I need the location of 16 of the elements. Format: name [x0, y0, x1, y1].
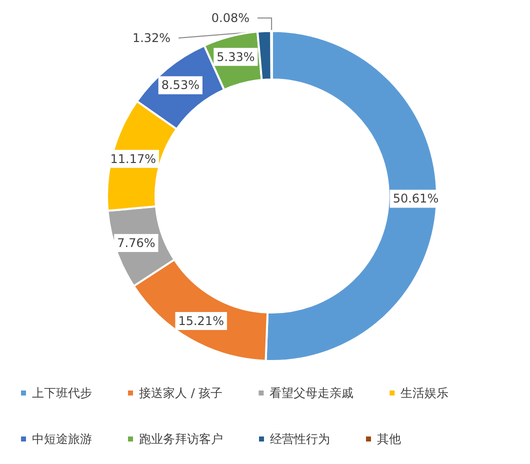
data-label: 1.32% — [132, 31, 171, 45]
data-label: 8.53% — [161, 78, 200, 92]
data-label: 7.76% — [117, 236, 156, 250]
legend-label: 上下班代步 — [32, 386, 92, 400]
data-label: 5.33% — [216, 50, 255, 64]
data-label: 50.61% — [392, 192, 439, 206]
data-label: 15.21% — [178, 314, 224, 328]
data-label: 11.17% — [110, 152, 156, 166]
legend-label: 其他 — [377, 432, 401, 446]
legend-label: 生活娱乐 — [400, 386, 449, 400]
legend-label: 看望父母走亲戚 — [270, 386, 354, 400]
legend-label: 中短途旅游 — [32, 432, 92, 446]
legend-label: 跑业务拜访客户 — [139, 432, 223, 446]
data-label: 0.08% — [211, 11, 250, 25]
legend-label: 接送家人 / 孩子 — [139, 386, 223, 400]
legend-label: 经营性行为 — [270, 432, 330, 446]
